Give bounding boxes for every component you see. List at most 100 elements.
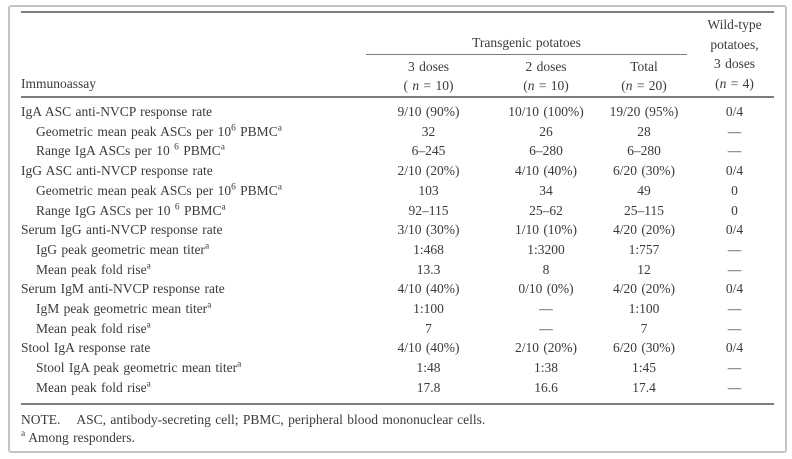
cell-2doses: 6–280 (529, 143, 563, 159)
table-row: Mean peak fold risea 17.8 16.6 17.4 — (21, 378, 774, 398)
table-header: Immunoassay Transgenic potatoes 3 doses … (21, 13, 774, 98)
cell-2doses: 34 (539, 182, 553, 198)
table-row: Serum IgM anti-NVCP response rate 4/10 (4… (21, 279, 774, 299)
superscript: a (277, 123, 282, 134)
wildtype-n: (n = 4) (715, 75, 754, 91)
n-variable: n (527, 77, 535, 93)
table-row: Mean peak fold risea 7 — 7 — (21, 319, 774, 339)
table-row: IgM peak geometric mean titera 1:100 — 1:10… (21, 299, 774, 319)
cell-wildtype: — (727, 379, 742, 395)
table-row: Stool IgA response rate 4/10 (40%) 2/10 (2… (21, 338, 774, 358)
cell-total: 6/20 (30%) (612, 163, 676, 179)
cell-total: 12 (637, 261, 651, 277)
cell-total: 6–280 (627, 143, 661, 159)
superscript: a (207, 300, 212, 311)
table-row: IgA ASC anti-NVCP response rate 9/10 (90%… (21, 102, 774, 122)
cell-2doses: 16.6 (534, 379, 558, 395)
cell-total: 19/20 (95%) (609, 104, 679, 119)
footnote-line: a Among responders. (21, 429, 774, 447)
superscript: 6 (174, 202, 180, 213)
cell-total: 49 (637, 182, 651, 198)
row-label: IgG ASC anti-NVCP response rate (21, 163, 213, 179)
table-row: Range IgA ASCs per 10 6 PBMCa 6–245 6–280 6… (21, 141, 774, 161)
cell-2doses: 26 (539, 123, 553, 139)
col-header-wildtype: Wild-type potatoes, 3 doses (n = 4) (687, 13, 782, 96)
n-variable: n (625, 77, 633, 93)
superscript: 6 (231, 123, 236, 134)
col-header-total: Total (630, 59, 658, 74)
table-row: Mean peak fold risea 13.3 8 12 — (21, 260, 774, 280)
cell-3doses: 9/10 (90%) (397, 104, 460, 119)
cell-total: 17.4 (632, 379, 656, 395)
table-row: Stool IgA peak geometric mean titera 1:48… (21, 358, 774, 378)
col-header-total-n: (n = 20) (621, 77, 667, 93)
cell-3doses: 103 (418, 182, 439, 198)
row-label: Range IgA ASCs per 10 6 PBMCa (36, 142, 225, 159)
superscript: a (146, 379, 151, 390)
note-label: NOTE. (21, 411, 61, 427)
table-content: Immunoassay Transgenic potatoes 3 doses … (21, 7, 774, 447)
table-row: Serum IgG anti-NVCP response rate 3/10 (3… (21, 220, 774, 240)
cell-3doses: 32 (421, 123, 436, 139)
row-label: Stool IgA peak geometric mean titera (36, 359, 242, 376)
cell-wildtype: — (727, 261, 742, 277)
cell-3doses: 7 (425, 320, 432, 336)
superscript: a (220, 142, 225, 153)
table-row: Geometric mean peak ASCs per 106 PBMCa 32… (21, 122, 774, 142)
n-variable: n (719, 75, 727, 91)
cell-3doses: 2/10 (20%) (397, 163, 460, 179)
footnote-text: Among responders. (28, 429, 135, 445)
note-line: NOTE. ASC, antibody-secreting cell; PBMC,… (21, 411, 774, 429)
cell-wildtype: — (727, 123, 742, 139)
row-label: Serum IgM anti-NVCP response rate (21, 281, 225, 297)
cell-3doses: 1:48 (416, 360, 441, 376)
cell-wildtype: 0 (731, 182, 738, 198)
superscript: 6 (174, 142, 179, 153)
cell-3doses: 4/10 (40%) (397, 281, 460, 297)
col-header-3doses: 3 doses (407, 59, 450, 74)
cell-2doses: 8 (542, 261, 550, 277)
superscript: a (237, 359, 242, 370)
cell-2doses: — (539, 301, 553, 317)
col-header-3doses-n: ( n = 10) (403, 77, 454, 93)
superscript: a (221, 202, 226, 213)
row-label: IgM peak geometric mean titera (36, 300, 212, 317)
col-header-2doses: 2 doses (525, 59, 567, 74)
table-top-rule (21, 11, 774, 13)
row-label: IgG peak geometric mean titera (36, 241, 210, 257)
table-row: IgG ASC anti-NVCP response rate 2/10 (20%… (21, 161, 774, 181)
row-label: Mean peak fold risea (36, 261, 151, 277)
group-header-transgenic-potatoes: Transgenic potatoes (366, 13, 687, 55)
cell-wildtype: — (727, 143, 742, 159)
cell-3doses: 92–115 (408, 202, 449, 218)
cell-wildtype: — (727, 360, 742, 376)
cell-wildtype: 0/4 (725, 340, 744, 356)
cell-3doses: 17.8 (416, 379, 441, 395)
cell-3doses: 4/10 (40%) (397, 340, 460, 356)
superscript: a (277, 182, 282, 193)
table-note: NOTE. ASC, antibody-secreting cell; PBMC,… (21, 405, 774, 447)
cell-2doses: 2/10 (20%) (514, 340, 578, 356)
table-row: Range IgG ASCs per 10 6 PBMCa 92–115 25–62… (21, 201, 774, 221)
row-label: Geometric mean peak ASCs per 106 PBMCa (36, 123, 282, 139)
cell-2doses: 0/10 (0%) (518, 281, 574, 297)
cell-2doses: 1:3200 (527, 241, 565, 257)
cell-2doses: 1:38 (533, 360, 558, 376)
cell-2doses: 1/10 (10%) (514, 222, 578, 238)
cell-total: 4/20 (20%) (612, 222, 676, 238)
row-label: Geometric mean peak ASCs per 106 PBMCa (36, 182, 282, 198)
cell-total: 7 (640, 320, 648, 336)
cell-2doses: 25–62 (529, 202, 563, 218)
cell-total: 28 (637, 123, 651, 139)
row-label: Range IgG ASCs per 10 6 PBMCa (36, 202, 226, 218)
table-frame: Immunoassay Transgenic potatoes 3 doses … (8, 5, 787, 453)
cell-wildtype: 0/4 (725, 222, 744, 238)
cell-2doses: — (539, 320, 553, 336)
cell-total: 4/20 (20%) (612, 281, 676, 297)
cell-wildtype: — (727, 241, 742, 257)
cell-total: 25–115 (624, 202, 664, 218)
table-row: Geometric mean peak ASCs per 106 PBMCa 10… (21, 181, 774, 201)
cell-3doses: 13.3 (416, 261, 441, 277)
cell-wildtype: 0/4 (725, 163, 744, 179)
cell-3doses: 6–245 (411, 143, 446, 159)
